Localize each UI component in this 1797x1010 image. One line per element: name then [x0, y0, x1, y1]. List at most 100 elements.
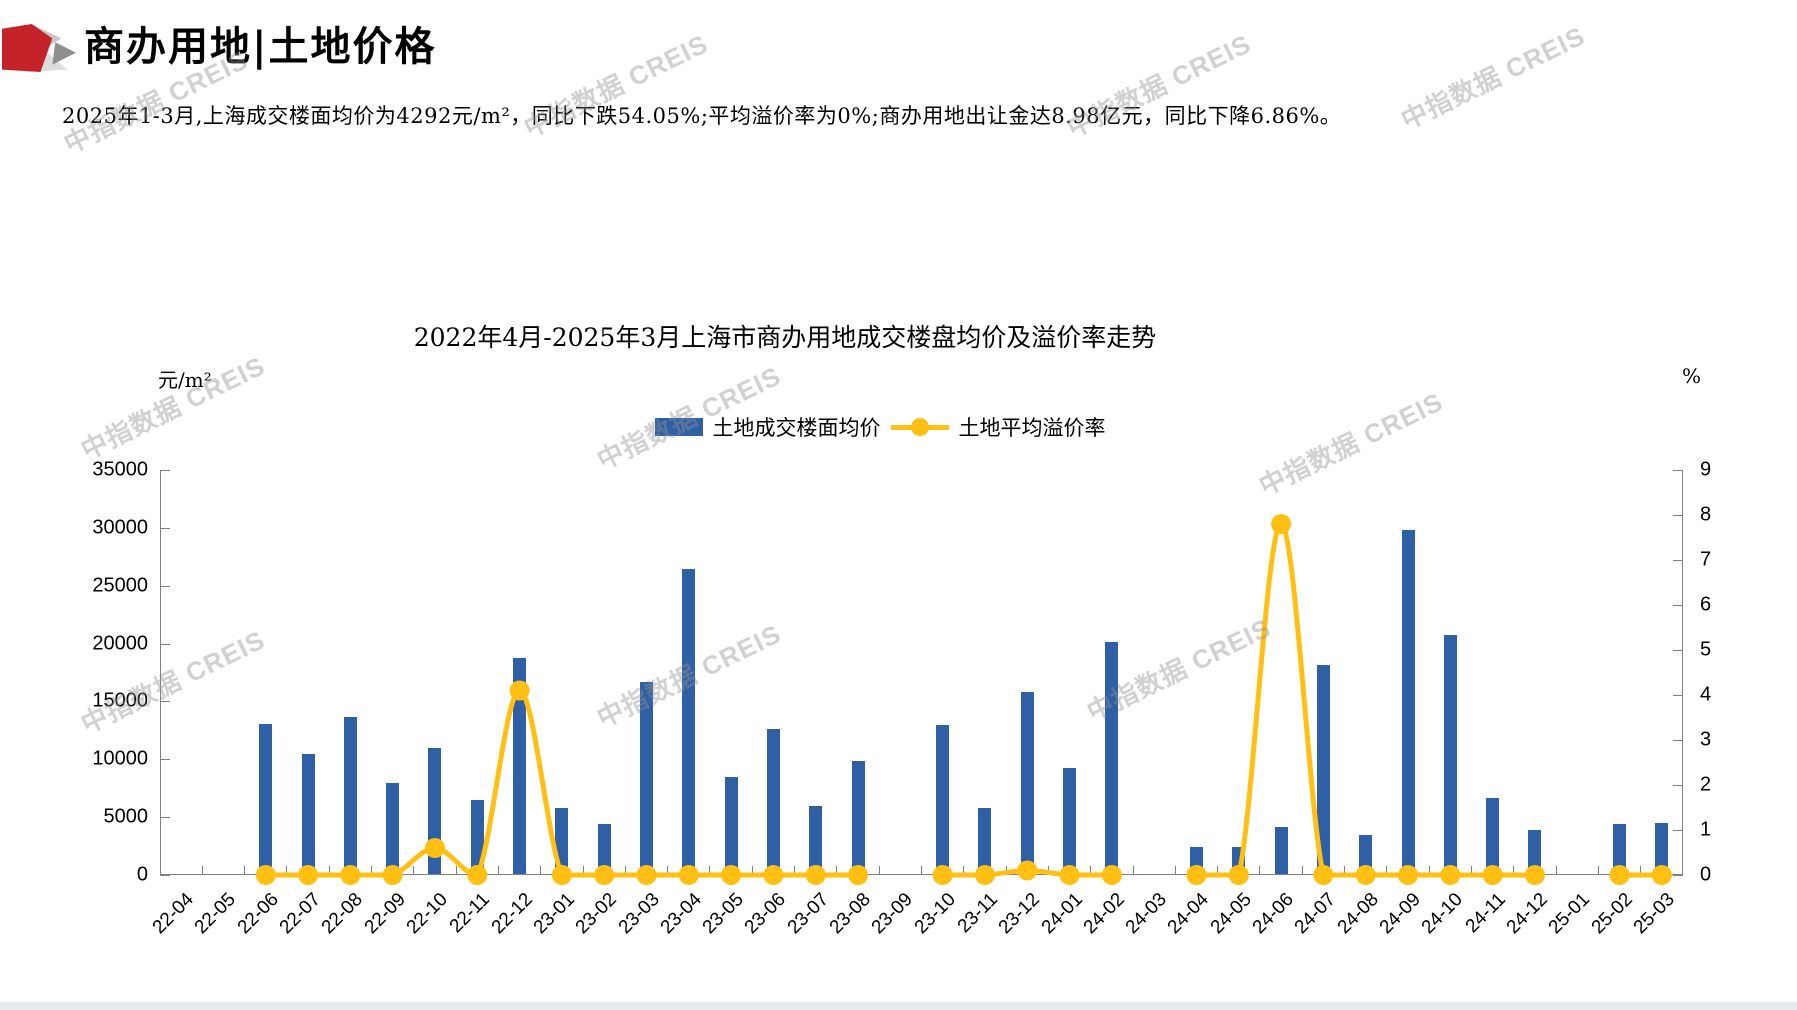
right-axis-tick [1673, 785, 1683, 786]
category-tick [1301, 866, 1303, 874]
category-tick [455, 866, 457, 874]
category-tick [1005, 866, 1007, 874]
right-axis-unit: % [1682, 364, 1702, 388]
legend-line-marker [910, 418, 929, 436]
category-tick [1174, 866, 1176, 874]
right-axis-tick-label: 2 [1700, 773, 1712, 796]
price-bar-23-08 [851, 760, 865, 874]
price-bar-24-06 [1274, 826, 1288, 874]
chart-legend: 土地成交楼面均价 土地平均溢价率 [0, 412, 1760, 442]
category-tick [1344, 866, 1346, 874]
category-tick [836, 866, 838, 874]
right-axis-tick-label: 9 [1700, 458, 1712, 481]
left-axis-tick [160, 527, 170, 529]
page-bottom-strip [0, 1002, 1797, 1010]
category-tick [878, 866, 880, 874]
left-axis-tick [160, 470, 170, 471]
category-tick [709, 866, 711, 874]
category-tick [1259, 866, 1261, 874]
chart-title: 2022年4月-2025年3月上海市商办用地成交楼盘均价及溢价率走势 [413, 323, 1157, 352]
category-tick [413, 866, 415, 874]
right-axis-tick [1673, 875, 1683, 876]
category-tick [244, 866, 246, 874]
price-bar-22-08 [343, 717, 357, 874]
price-bar-23-10 [936, 725, 950, 874]
left-axis-unit: 元/m² [158, 368, 212, 392]
price-bar-24-08 [1359, 834, 1373, 874]
left-axis-tick [160, 643, 170, 645]
category-tick [667, 866, 669, 874]
category-tick [921, 866, 922, 874]
price-bar-24-09 [1401, 530, 1415, 874]
category-tick [201, 866, 203, 874]
left-axis-tick [160, 759, 170, 761]
price-bar-22-11 [470, 800, 484, 874]
price-bar-23-05 [724, 777, 738, 874]
left-axis-tick-label: 20000 [92, 632, 148, 655]
plot-area: 0 5000 10000 15000 20000 25000 30000 35000 0 1 2 3 4… [92, 459, 1711, 939]
category-tick [624, 866, 626, 874]
price-bar-22-07 [301, 753, 315, 874]
category-tick [540, 866, 542, 874]
right-axis-tick-label: 7 [1700, 548, 1712, 571]
price-bar-23-12 [1020, 691, 1034, 874]
price-bar-25-03 [1655, 823, 1669, 874]
creis-logo [2, 24, 76, 72]
price-bar-23-01 [555, 808, 569, 874]
left-axis-tick-label: 5000 [103, 805, 149, 828]
left-axis-tick-label: 10000 [92, 747, 148, 770]
price-bar-24-05 [1232, 847, 1246, 874]
price-bar-23-06 [766, 728, 780, 874]
left-axis-tick-label: 25000 [92, 574, 148, 597]
category-tick [328, 866, 330, 874]
summary-text: 2025年1-3月,上海成交楼面均价为4292元/m²，同比下跌54.05%;平… [62, 104, 1342, 128]
left-axis-tick-label: 30000 [92, 516, 148, 539]
price-bar-24-02 [1105, 642, 1119, 874]
legend-bar-swatch [654, 418, 703, 436]
right-axis-tick-label: 8 [1700, 503, 1712, 526]
right-axis-tick [1673, 650, 1683, 651]
right-axis-tick [1673, 605, 1683, 606]
premium-rate-line [1196, 521, 1535, 878]
category-tick [1217, 866, 1219, 874]
category-tick [371, 866, 373, 874]
right-axis-tick [1673, 830, 1683, 831]
left-axis-line [160, 470, 161, 875]
price-bar-23-11 [978, 808, 992, 874]
price-bar-24-12 [1528, 830, 1542, 874]
left-axis-tick-label: 35000 [92, 458, 148, 481]
left-axis-tick [160, 701, 170, 703]
category-tick [286, 866, 288, 874]
right-axis-tick-label: 6 [1700, 593, 1712, 616]
page-title: 商办用地|土地价格 [84, 23, 437, 70]
left-axis-tick [160, 817, 170, 819]
right-axis-tick-label: 0 [1700, 863, 1712, 886]
right-axis-tick [1673, 515, 1683, 516]
right-axis-tick [1673, 740, 1683, 741]
right-axis-tick-label: 1 [1700, 818, 1712, 841]
category-tick [1513, 866, 1515, 874]
price-bar-22-12 [513, 658, 527, 874]
right-axis-line [1682, 470, 1683, 875]
category-tick [1640, 866, 1642, 874]
category-tick [1047, 866, 1049, 874]
category-tick [582, 866, 584, 874]
category-tick [1555, 866, 1557, 874]
right-axis-tick [1673, 470, 1683, 471]
category-tick [497, 866, 499, 874]
category-tick [963, 866, 965, 874]
price-bar-22-09 [386, 782, 400, 874]
category-tick [1597, 866, 1599, 874]
left-axis-tick [160, 875, 170, 876]
right-axis-tick-label: 5 [1700, 638, 1712, 661]
category-tick [1386, 866, 1388, 874]
price-bar-24-01 [1063, 767, 1077, 874]
x-axis-line [160, 874, 1683, 875]
legend-line-label: 土地平均溢价率 [958, 416, 1106, 440]
left-axis-tick-label: 0 [136, 863, 148, 886]
category-tick [794, 866, 796, 874]
legend-line-glyph [890, 417, 949, 437]
legend-bar-label: 土地成交楼面均价 [712, 416, 881, 440]
category-tick [1470, 866, 1472, 874]
left-axis-tick-label: 15000 [92, 689, 148, 712]
